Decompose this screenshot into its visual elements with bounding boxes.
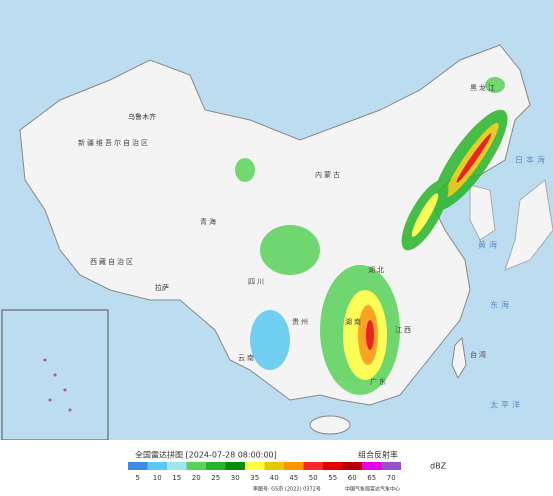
color-scale: 5 10 15 20 25 30 35 40 45 50 55 60 65 70 <box>128 462 401 482</box>
sea-label: 东海 <box>490 300 512 310</box>
scale-label: 20 <box>192 474 201 482</box>
place-label: 西藏自治区 <box>90 257 135 266</box>
sea-label: 太平洋 <box>490 400 523 410</box>
scale-label: 25 <box>211 474 220 482</box>
scale-cell <box>284 462 304 470</box>
place-label: 台湾 <box>470 350 488 359</box>
place-label: 广东 <box>370 377 388 386</box>
scale-cell <box>206 462 226 470</box>
scale-cell <box>303 462 323 470</box>
scale-cell <box>186 462 206 470</box>
place-label: 拉萨 <box>155 283 169 292</box>
scale-label: 5 <box>136 474 140 482</box>
place-label: 新疆维吾尔自治区 <box>78 138 150 147</box>
taiwan <box>451 336 467 380</box>
scale-label: 60 <box>348 474 357 482</box>
scale-cell <box>362 462 382 470</box>
place-label: 湖南 <box>345 317 363 326</box>
scale-label: 35 <box>250 474 259 482</box>
korea <box>469 184 496 241</box>
islands <box>43 358 72 412</box>
sea-label: 日本海 <box>515 155 548 165</box>
place-label: 云南 <box>238 353 256 362</box>
scale-label: 65 <box>367 474 376 482</box>
radar-echo <box>235 77 508 395</box>
scale-label: 40 <box>270 474 279 482</box>
scale-label: 70 <box>387 474 396 482</box>
sea-label: 黄海 <box>478 240 500 250</box>
product-name: 组合反射率 <box>358 450 398 460</box>
place-label: 内蒙古 <box>315 170 342 179</box>
scale-cell <box>342 462 362 470</box>
scale-cell <box>167 462 187 470</box>
place-label: 贵州 <box>292 317 310 326</box>
legend-title: 全国雷达拼图 [2024-07-28 08:00:00] <box>135 450 277 460</box>
hainan <box>309 415 351 435</box>
scale-cell <box>128 462 148 470</box>
place-label: 湖北 <box>368 265 386 274</box>
place-label: 乌鲁木齐 <box>128 112 156 121</box>
unit: dBZ <box>430 462 447 471</box>
place-label: 江西 <box>395 326 413 334</box>
scale-cell <box>225 462 245 470</box>
place-label: 四川 <box>248 278 266 286</box>
scale-label: 55 <box>328 474 337 482</box>
scale-label: 50 <box>309 474 318 482</box>
scale-label: 45 <box>289 474 298 482</box>
agency: 中国气象局雷达气象中心 <box>345 486 400 493</box>
japan <box>504 179 553 271</box>
scale-cell <box>323 462 343 470</box>
scale-label: 30 <box>231 474 240 482</box>
scale-cell <box>381 462 401 470</box>
place-label: 黑龙江 <box>470 83 497 92</box>
scale-label: 10 <box>153 474 162 482</box>
approval: 审图号: GS京 (2022) 0372号 <box>253 486 321 493</box>
scale-cell <box>264 462 284 470</box>
scale-label: 15 <box>172 474 181 482</box>
china-outline <box>19 44 531 406</box>
scale-cell <box>245 462 265 470</box>
scale-cell <box>147 462 167 470</box>
place-label: 青海 <box>200 217 218 226</box>
